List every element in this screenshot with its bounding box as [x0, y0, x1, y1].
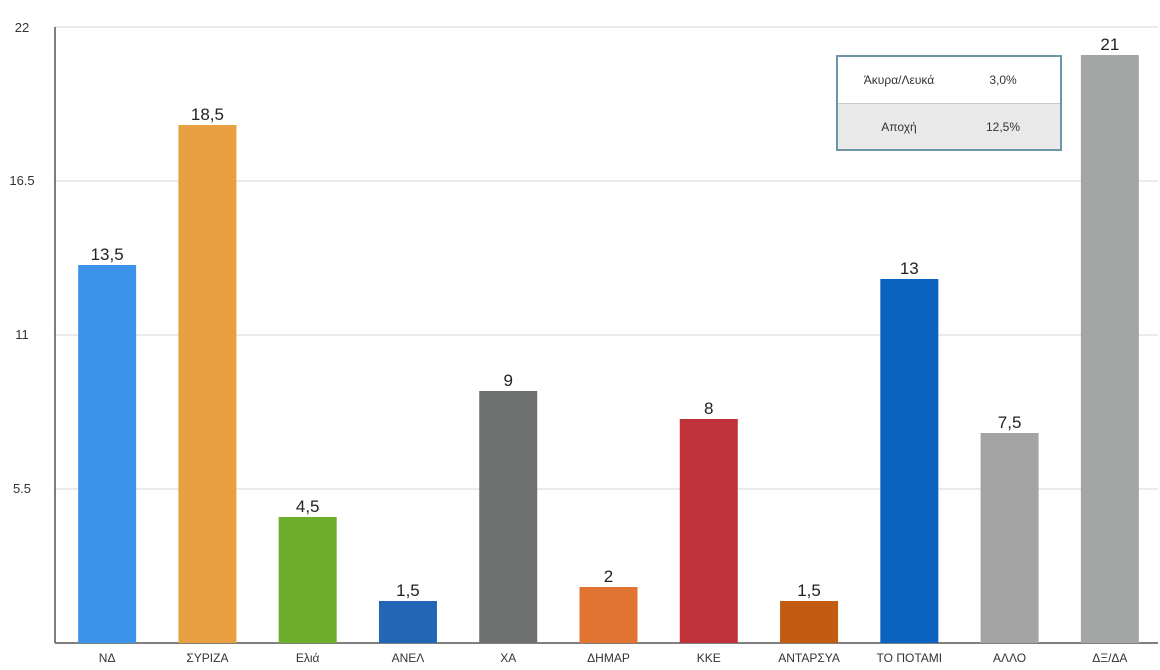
- bar-value-label: 8: [704, 399, 713, 418]
- bar-value-label: 13: [900, 259, 919, 278]
- bar: [178, 125, 237, 643]
- info-label-abstention: Αποχή: [881, 119, 917, 134]
- bar: [278, 517, 337, 643]
- bar: [780, 601, 839, 643]
- category-label: ΝΔ: [99, 651, 116, 665]
- category-label: ΔΞ/ΔΑ: [1092, 651, 1127, 665]
- category-label: ΧΑ: [500, 651, 516, 665]
- bar: [78, 265, 137, 643]
- bar: [1080, 55, 1139, 643]
- y-tick-label: 22: [15, 20, 29, 35]
- category-label: ΚΚΕ: [697, 651, 721, 665]
- category-label: ΑΛΛΟ: [993, 651, 1026, 665]
- y-tick-label: 11: [15, 327, 29, 342]
- bar: [679, 419, 738, 643]
- bars: [78, 55, 1139, 643]
- bar-value-label: 9: [503, 371, 512, 390]
- info-value-invalid: 3,0%: [989, 73, 1017, 87]
- category-label: ΑΝΤΑΡΣΥΑ: [778, 651, 840, 665]
- bar-value-label: 21: [1100, 35, 1119, 54]
- category-label: ΑΝΕΛ: [392, 651, 425, 665]
- info-label-invalid: Άκυρα/Λευκά: [863, 73, 935, 87]
- bar: [479, 391, 538, 643]
- info-row-invalid: Άκυρα/Λευκά 3,0%: [838, 57, 1060, 103]
- bar: [980, 433, 1039, 643]
- bar-value-label: 1,5: [797, 581, 821, 600]
- info-box: Άκυρα/Λευκά 3,0% Αποχή 12,5%: [836, 55, 1062, 151]
- category-label: ΣΥΡΙΖΑ: [186, 651, 228, 665]
- category-labels: ΝΔ ΣΥΡΙΖΑ Ελιά ΑΝΕΛ ΧΑ ΔΗΜΑΡ ΚΚΕ ΑΝΤΑΡΣΥΑ ΤΟ ΠΟΤ…: [99, 651, 1128, 665]
- bar-value-label: 13,5: [91, 245, 124, 264]
- bar-value-label: 1,5: [396, 581, 420, 600]
- bar-value-label: 4,5: [296, 497, 320, 516]
- info-value-abstention: 12,5%: [985, 119, 1021, 134]
- bar-value-label: 2: [604, 567, 613, 586]
- info-row-abstention: Αποχή 12,5%: [838, 103, 1060, 149]
- data-labels: 13,5 18,5 4,5 1,5 9 2 8 1,5 13 7,5 21: [91, 35, 1120, 600]
- bar: [579, 587, 638, 643]
- bar: [880, 279, 939, 643]
- bar: [378, 601, 437, 643]
- category-label: ΤΟ ΠΟΤΑΜΙ: [877, 651, 943, 665]
- y-tick-label: 16.5: [9, 173, 34, 188]
- bar-value-label: 7,5: [998, 413, 1022, 432]
- y-axis-ticks: 5.5 11 16.5 22: [9, 20, 34, 496]
- bar-value-label: 18,5: [191, 105, 224, 124]
- category-label: ΔΗΜΑΡ: [587, 651, 630, 665]
- y-tick-label: 5.5: [13, 481, 31, 496]
- category-label: Ελιά: [296, 651, 320, 665]
